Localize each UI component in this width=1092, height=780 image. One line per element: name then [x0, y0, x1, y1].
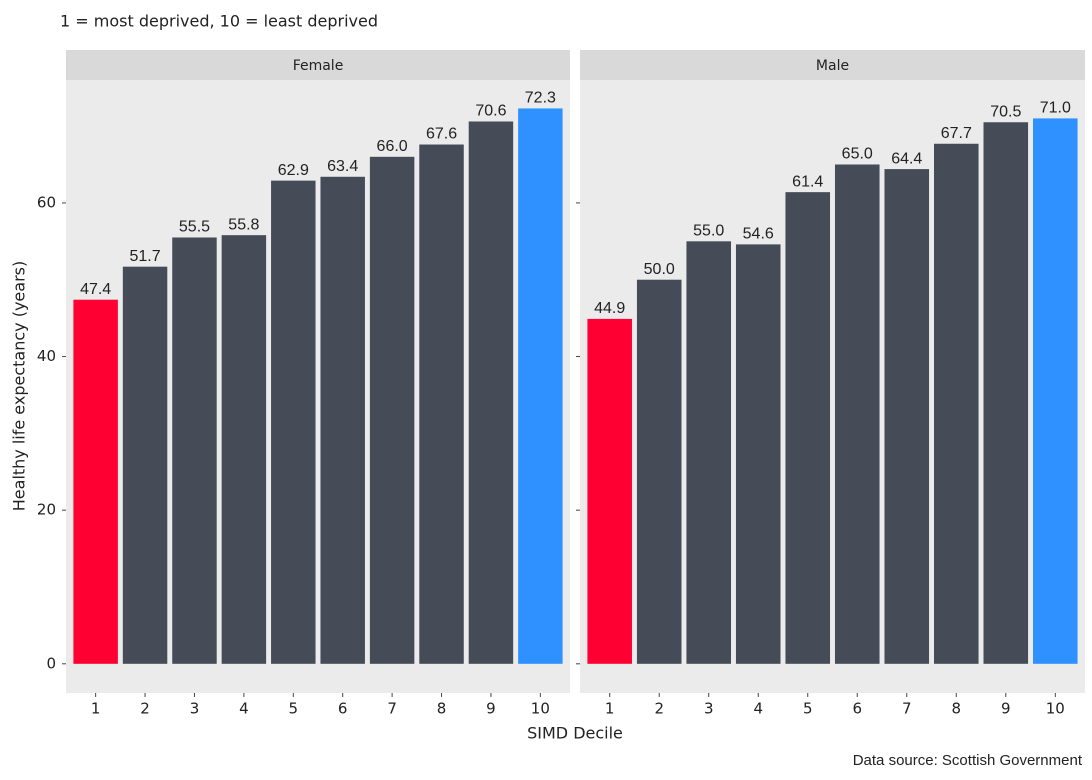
x-tick-label: 2	[140, 700, 150, 718]
x-tick-label: 8	[437, 700, 447, 718]
x-tick-label: 1	[605, 700, 615, 718]
value-label: 70.5	[990, 103, 1021, 120]
value-label: 71.0	[1040, 100, 1071, 117]
bar	[221, 235, 267, 664]
bar	[686, 241, 732, 664]
x-tick-label: 9	[1001, 700, 1011, 718]
bar	[983, 122, 1029, 664]
value-label: 63.4	[327, 158, 358, 175]
value-label: 44.9	[594, 300, 625, 317]
x-tick-label: 1	[91, 700, 101, 718]
value-label: 51.7	[129, 248, 160, 265]
x-tick-label: 7	[902, 700, 912, 718]
x-tick-label: 3	[190, 700, 200, 718]
y-tick-label: 60	[37, 193, 56, 211]
x-tick-label: 5	[289, 700, 299, 718]
x-tick-label: 10	[531, 700, 550, 718]
bar	[785, 192, 831, 664]
x-tick-label: 3	[704, 700, 714, 718]
value-label: 62.9	[278, 162, 309, 179]
value-label: 66.0	[377, 138, 408, 155]
value-label: 47.4	[80, 281, 111, 298]
bar	[587, 318, 632, 664]
bar	[122, 266, 168, 664]
bar	[933, 143, 979, 664]
value-label: 54.6	[743, 226, 774, 243]
strip	[580, 50, 1085, 80]
bar	[636, 279, 682, 664]
bar	[735, 244, 781, 664]
value-label: 65.0	[842, 146, 873, 163]
x-tick-label: 7	[387, 700, 397, 718]
value-label: 64.4	[891, 150, 922, 167]
value-label: 50.0	[644, 261, 675, 278]
x-tick-label: 8	[952, 700, 962, 718]
value-label: 55.5	[179, 219, 210, 236]
bar	[369, 156, 415, 664]
y-tick-label: 0	[46, 654, 56, 672]
x-tick-label: 5	[803, 700, 813, 718]
bar	[1033, 118, 1078, 664]
y-tick-label: 40	[37, 347, 56, 365]
x-tick-label: 6	[338, 700, 348, 718]
x-tick-label: 4	[239, 700, 249, 718]
value-label: 55.0	[693, 223, 724, 240]
y-axis-label: Healthy life expectancy (years)	[10, 261, 29, 511]
value-label: 61.4	[792, 173, 823, 190]
value-label: 67.6	[426, 126, 457, 143]
value-label: 67.7	[941, 125, 972, 142]
bar	[73, 299, 118, 664]
bar	[419, 144, 464, 664]
x-tick-label: 6	[852, 700, 862, 718]
bar	[884, 169, 930, 664]
subtitle: 1 = most deprived, 10 = least deprived	[60, 12, 378, 31]
bar	[172, 237, 217, 664]
caption: Data source: Scottish Government	[853, 752, 1083, 769]
x-tick-label: 9	[486, 700, 496, 718]
bar	[271, 180, 316, 664]
value-label: 55.8	[228, 216, 259, 233]
facet-title: Male	[816, 58, 849, 74]
x-axis-label: SIMD Decile	[527, 724, 623, 743]
bar	[320, 176, 365, 664]
y-tick-label: 20	[37, 501, 56, 519]
x-tick-label: 10	[1046, 700, 1065, 718]
bar	[834, 164, 880, 664]
value-label: 70.6	[475, 103, 506, 120]
bar	[518, 108, 563, 664]
value-label: 72.3	[525, 90, 556, 107]
x-tick-label: 2	[654, 700, 664, 718]
bar	[468, 121, 514, 664]
x-tick-label: 4	[753, 700, 763, 718]
strip	[66, 50, 570, 80]
facet-title: Female	[293, 58, 344, 74]
